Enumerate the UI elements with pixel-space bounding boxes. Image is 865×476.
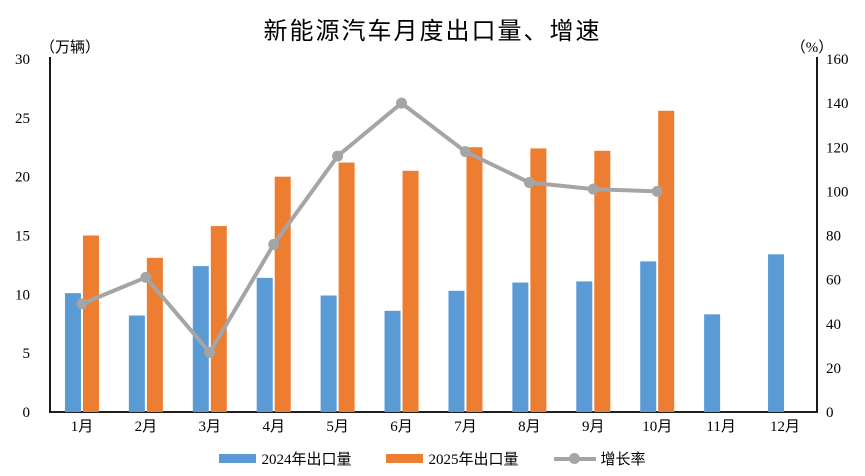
- bar-2024年出口量: [320, 295, 337, 412]
- month-label: 10月: [642, 419, 672, 435]
- right-axis-tick-label: 80: [826, 229, 841, 245]
- bar-2024年出口量: [64, 293, 81, 412]
- right-axis-tick-label: 60: [826, 273, 841, 289]
- legend-item-2024: 2024年出口量: [219, 448, 351, 469]
- bar-2024年出口量: [768, 254, 785, 412]
- bar-2025年出口量: [210, 226, 227, 412]
- legend-dot-icon: [569, 453, 580, 464]
- legend-swatch-2025-bar-icon: [386, 454, 424, 463]
- right-axis-tick-label: 120: [826, 140, 849, 156]
- bar-2024年出口量: [128, 315, 145, 412]
- bar-2025年出口量: [82, 235, 99, 412]
- month-label: 9月: [582, 419, 605, 435]
- month-label: 8月: [518, 419, 541, 435]
- legend-swatch-2024-bar-icon: [219, 454, 257, 463]
- month-label: 1月: [71, 419, 94, 435]
- right-axis-tick-label: 40: [826, 317, 841, 333]
- chart-legend: 2024年出口量 2025年出口量 增长率: [0, 448, 865, 469]
- right-axis-tick-label: 20: [826, 361, 841, 377]
- bar-2025年出口量: [530, 148, 547, 412]
- growth-rate-line: [79, 101, 660, 355]
- growth-rate-point: [76, 298, 88, 310]
- left-axis-tick-label: 0: [23, 405, 31, 421]
- legend-item-growth: 增长率: [553, 448, 646, 469]
- legend-item-2025: 2025年出口量: [386, 448, 519, 469]
- left-axis-tick-label: 30: [15, 52, 30, 68]
- bar-2025年出口量: [274, 176, 291, 412]
- legend-label-2025: 2025年出口量: [428, 452, 519, 468]
- bar-2025年出口量: [658, 110, 675, 413]
- bar-2024年出口量: [448, 290, 465, 412]
- right-axis-tick-label: 140: [826, 96, 849, 112]
- month-label: 2月: [135, 419, 158, 435]
- growth-rate-point: [268, 238, 280, 250]
- legend-swatch-growth-line-icon: [553, 453, 596, 465]
- bar-2024年出口量: [576, 281, 593, 412]
- bar-2025年出口量: [338, 162, 355, 412]
- left-axis-tick-label: 20: [15, 170, 30, 186]
- month-label: 11月: [706, 419, 735, 435]
- bar-2024年出口量: [512, 282, 529, 412]
- right-axis-unit-label: （%）: [791, 39, 834, 56]
- month-label: 12月: [770, 419, 800, 435]
- legend-label-growth: 增长率: [600, 452, 646, 468]
- left-axis-tick-label: 5: [23, 346, 31, 362]
- left-axis-unit-label: （万辆）: [40, 39, 100, 56]
- month-label: 4月: [262, 419, 285, 435]
- growth-rate-point: [204, 346, 216, 358]
- growth-rate-point: [459, 146, 471, 158]
- right-axis-tick-label: 100: [826, 184, 849, 200]
- growth-rate-point: [332, 150, 344, 162]
- legend-label-2024: 2024年出口量: [261, 452, 352, 468]
- right-axis-tick-label: 0: [826, 405, 834, 421]
- bar-2024年出口量: [704, 314, 721, 412]
- month-label: 5月: [326, 419, 349, 435]
- bar-2025年出口量: [146, 257, 163, 412]
- bar-2024年出口量: [640, 261, 657, 412]
- left-axis-tick-label: 25: [15, 111, 30, 127]
- month-label: 3月: [199, 419, 222, 435]
- growth-rate-point: [523, 177, 535, 189]
- month-label: 7月: [454, 419, 477, 435]
- left-axis-tick-label: 15: [15, 229, 30, 245]
- growth-rate-point: [396, 97, 408, 109]
- growth-rate-point: [651, 185, 663, 197]
- bar-2025年出口量: [466, 147, 483, 412]
- chart-title: 新能源汽车月度出口量、增速: [263, 19, 602, 45]
- growth-rate-point: [140, 271, 152, 283]
- growth-rate-point: [587, 183, 599, 195]
- bar-2024年出口量: [256, 277, 273, 412]
- bar-2025年出口量: [402, 170, 419, 412]
- bar-2025年出口量: [594, 150, 611, 412]
- month-label: 6月: [390, 419, 413, 435]
- left-axis-tick-label: 10: [15, 287, 30, 303]
- right-axis-tick-label: 160: [826, 52, 849, 68]
- bar-2024年出口量: [384, 310, 401, 412]
